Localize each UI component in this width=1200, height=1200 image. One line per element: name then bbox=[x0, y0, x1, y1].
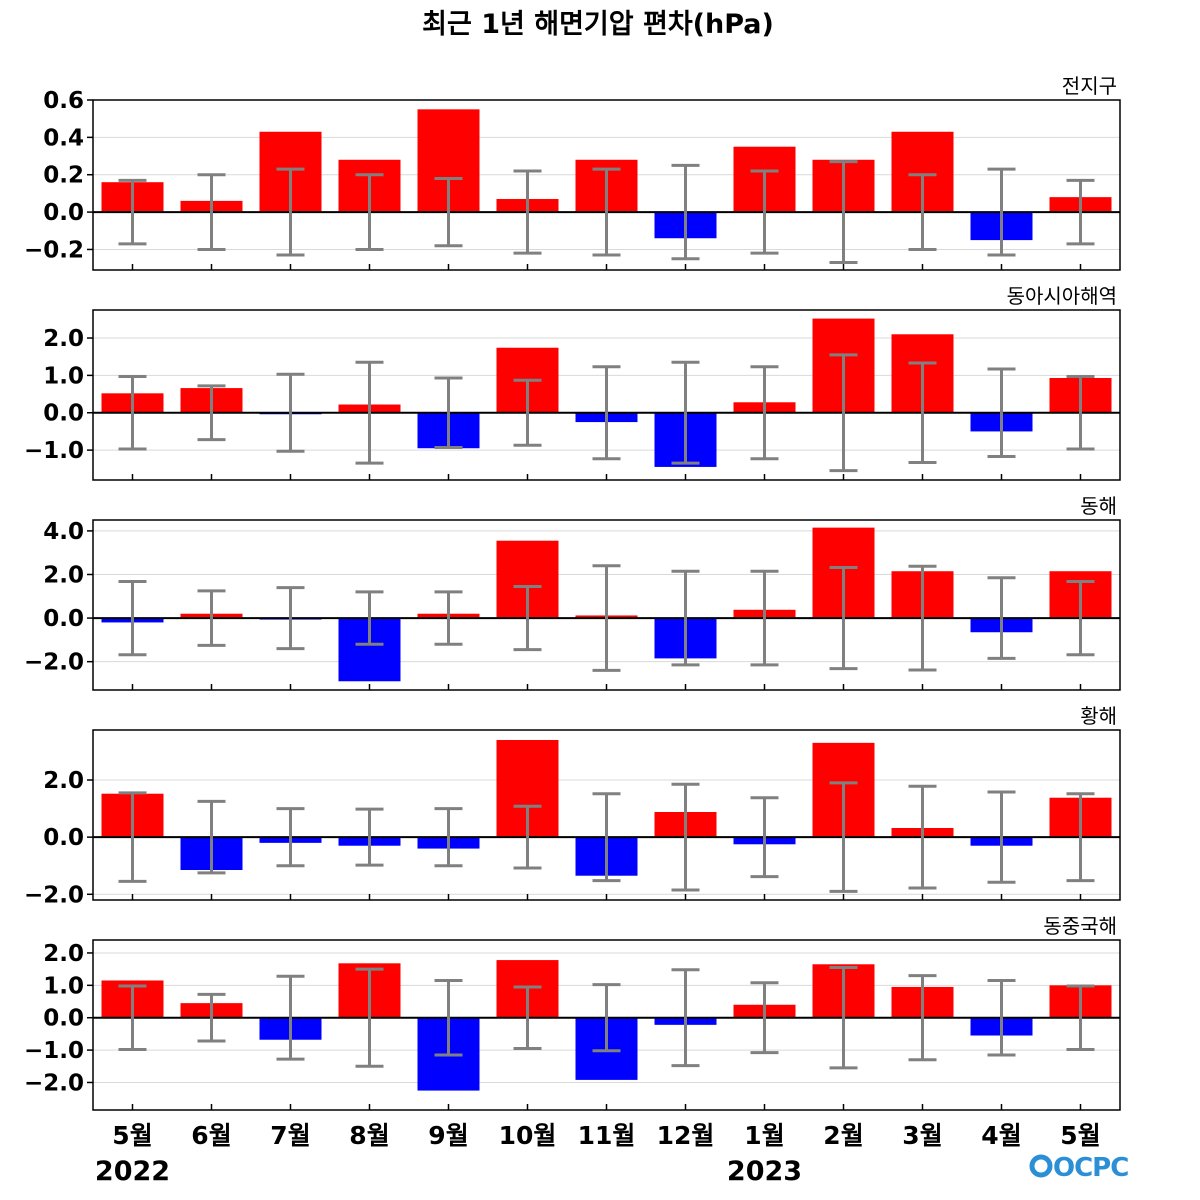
panel-1: 전지구 −0.2 0.0 0.2 0.4 0.6 bbox=[24, 74, 1121, 271]
panel-title: 전지구 bbox=[1062, 74, 1117, 98]
y-tick-label: 2.0 bbox=[43, 562, 84, 588]
year-label: 2022 bbox=[95, 1156, 170, 1187]
x-tick-label: 5월 bbox=[112, 1121, 152, 1150]
panel-4: 황해 −2.0 0.0 2.0 bbox=[24, 704, 1121, 908]
panel-frame bbox=[92, 99, 1121, 271]
panel-frame bbox=[92, 939, 1121, 1111]
x-tick-label: 1월 bbox=[744, 1121, 784, 1150]
panel-title: 동아시아해역 bbox=[1007, 284, 1117, 308]
y-tick-label: 4.0 bbox=[43, 519, 84, 545]
panel-5: 동중국해 −2.0 −1.0 0.0 1.0 2.0 bbox=[24, 914, 1121, 1111]
x-tick-label: 10월 bbox=[499, 1121, 557, 1150]
y-tick-label: 0.2 bbox=[43, 163, 84, 189]
panel-frame bbox=[92, 519, 1121, 691]
x-tick-label: 5월 bbox=[1060, 1121, 1100, 1150]
panel-3: 동해 −2.0 0.0 2.0 4.0 bbox=[24, 494, 1121, 691]
x-tick-label: 3월 bbox=[902, 1121, 942, 1150]
y-tick-label: 1.0 bbox=[43, 363, 84, 389]
ocpc-logo: OCPC bbox=[1029, 1153, 1129, 1183]
x-tick-label: 9월 bbox=[428, 1121, 468, 1150]
x-tick-label: 12월 bbox=[657, 1121, 715, 1150]
panel-title: 황해 bbox=[1080, 704, 1117, 728]
y-tick-label: 2.0 bbox=[43, 768, 84, 794]
panel-title: 동해 bbox=[1080, 494, 1117, 518]
y-tick-label: 2.0 bbox=[43, 941, 84, 967]
y-tick-label: 0.6 bbox=[43, 88, 84, 114]
y-tick-label: 2.0 bbox=[43, 326, 84, 352]
x-tick-label: 11월 bbox=[578, 1121, 636, 1150]
y-tick-label: −1.0 bbox=[24, 1038, 84, 1064]
logo-text: OCPC bbox=[1053, 1153, 1128, 1183]
chart-panels: 전지구−0.20.00.20.40.6동아시아해역−1.00.01.02.0동해… bbox=[24, 74, 1121, 1111]
y-tick-label: 0.4 bbox=[43, 125, 84, 151]
y-tick-label: −1.0 bbox=[24, 438, 84, 464]
y-tick-label: −2.0 bbox=[24, 650, 84, 676]
year-label: 2023 bbox=[727, 1156, 802, 1187]
panel-frame bbox=[92, 309, 1121, 481]
y-tick-label: 1.0 bbox=[43, 973, 84, 999]
y-tick-label: 0.0 bbox=[43, 200, 84, 226]
x-tick-label: 7월 bbox=[270, 1121, 310, 1150]
y-tick-label: −2.0 bbox=[24, 882, 84, 908]
x-axis: 5월 6월 7월 8월 9월 10월 11월 12월 1월 2월 3월 4월 5월 2022 2023 bbox=[95, 1121, 1101, 1187]
logo-mark bbox=[1029, 1154, 1053, 1178]
x-tick-label: 4월 bbox=[981, 1121, 1021, 1150]
panel-2: 동아시아해역 −1.0 0.0 1.0 2.0 bbox=[24, 284, 1121, 481]
y-tick-label: −0.2 bbox=[24, 237, 84, 263]
y-tick-label: 0.0 bbox=[43, 401, 84, 427]
y-tick-label: 0.0 bbox=[43, 1006, 84, 1032]
chart-title: 최근 1년 해면기압 편차(hPa) bbox=[422, 9, 774, 40]
y-tick-label: 0.0 bbox=[43, 606, 84, 632]
x-tick-label: 6월 bbox=[191, 1121, 231, 1150]
panel-frame bbox=[92, 729, 1121, 901]
y-tick-label: 0.0 bbox=[43, 825, 84, 851]
x-tick-label: 2월 bbox=[823, 1121, 863, 1150]
y-tick-label: −2.0 bbox=[24, 1070, 84, 1096]
panel-title: 동중국해 bbox=[1043, 914, 1117, 938]
x-tick-label: 8월 bbox=[349, 1121, 389, 1150]
